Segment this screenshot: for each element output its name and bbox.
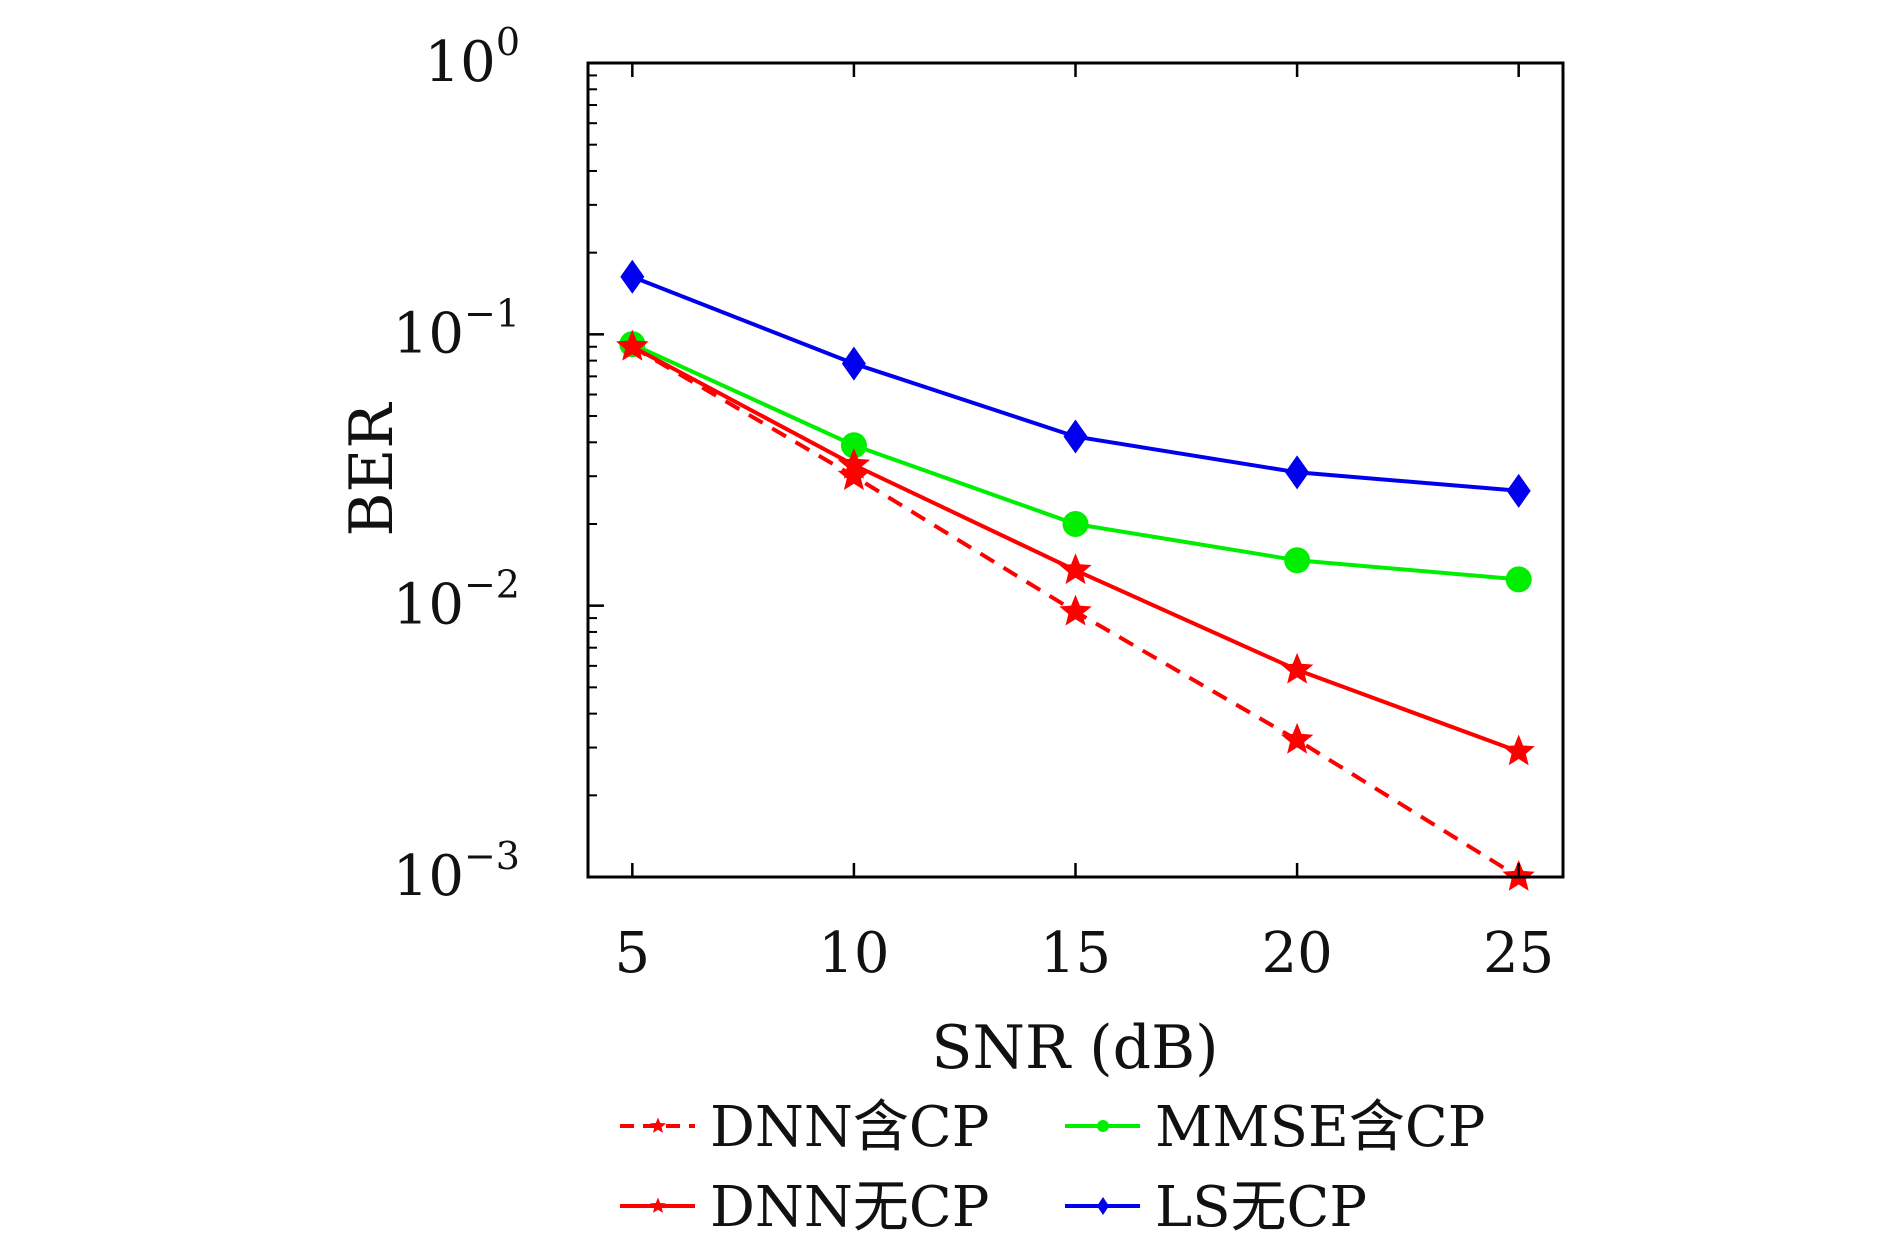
- star-marker: [649, 1117, 667, 1133]
- y-tick-exponent: −1: [464, 291, 520, 335]
- x-tick-label: 15: [1040, 921, 1111, 986]
- legend-label: DNN无CP: [710, 1175, 989, 1240]
- diamond-marker: [1097, 1197, 1109, 1215]
- star-marker: [837, 459, 871, 490]
- y-tick-exponent: 0: [496, 20, 520, 64]
- legend-item: MMSE含CP: [1065, 1095, 1485, 1160]
- x-tick-label: 10: [818, 921, 889, 986]
- x-tick-label: 25: [1483, 921, 1554, 986]
- x-tick-label: 5: [614, 921, 650, 986]
- legend-label: LS无CP: [1155, 1175, 1367, 1240]
- diamond-marker: [1063, 419, 1088, 454]
- y-tick-base: 10: [393, 301, 464, 366]
- y-tick-exponent: −2: [464, 563, 520, 607]
- series-line: [631, 274, 1519, 493]
- circle-marker: [1505, 566, 1532, 593]
- star-marker: [616, 329, 649, 361]
- diamond-marker: [620, 259, 645, 294]
- plot-frame: [586, 61, 1565, 879]
- legend-label: DNN含CP: [710, 1095, 989, 1160]
- y-tick-base: 10: [425, 30, 496, 95]
- y-tick-base: 10: [393, 844, 464, 909]
- series-3: [616, 329, 1535, 766]
- circle-marker: [1062, 510, 1089, 537]
- circle-marker: [1284, 547, 1311, 574]
- x-axis-label: SNR (dB): [931, 1013, 1218, 1083]
- series-line: [631, 342, 1519, 582]
- series-2: [619, 331, 1532, 593]
- y-axis-label: BER: [337, 402, 407, 537]
- star-marker: [837, 448, 871, 479]
- y-tick-label: 100: [425, 20, 520, 95]
- y-tick-label: 10−2: [393, 563, 520, 638]
- legend-item: LS无CP: [1065, 1175, 1367, 1240]
- diamond-marker: [841, 346, 866, 381]
- star-marker: [1059, 594, 1092, 626]
- circle-marker: [840, 432, 867, 459]
- y-tick-exponent: −3: [464, 834, 520, 878]
- legend: DNN含CP MMSE含CP DNN无CP LS无CP: [620, 1095, 1485, 1240]
- series-line: [631, 344, 1520, 754]
- star-marker: [1059, 553, 1092, 585]
- y-tick-label: 10−3: [393, 834, 520, 909]
- circle-marker: [1097, 1120, 1109, 1132]
- legend-label: MMSE含CP: [1155, 1095, 1485, 1160]
- star-marker: [649, 1197, 667, 1213]
- plot-marks: [616, 259, 1535, 891]
- legend-item: DNN含CP: [620, 1095, 989, 1160]
- diamond-marker: [1506, 473, 1531, 508]
- star-marker: [1280, 652, 1314, 684]
- y-tick-base: 10: [393, 573, 464, 638]
- diamond-marker: [1285, 455, 1310, 490]
- x-tick-label: 20: [1261, 921, 1332, 986]
- legend-item: DNN无CP: [620, 1175, 989, 1240]
- series-4: [620, 259, 1531, 508]
- star-marker: [1280, 722, 1314, 754]
- star-marker: [1502, 734, 1535, 766]
- y-tick-label: 10−1: [393, 291, 520, 366]
